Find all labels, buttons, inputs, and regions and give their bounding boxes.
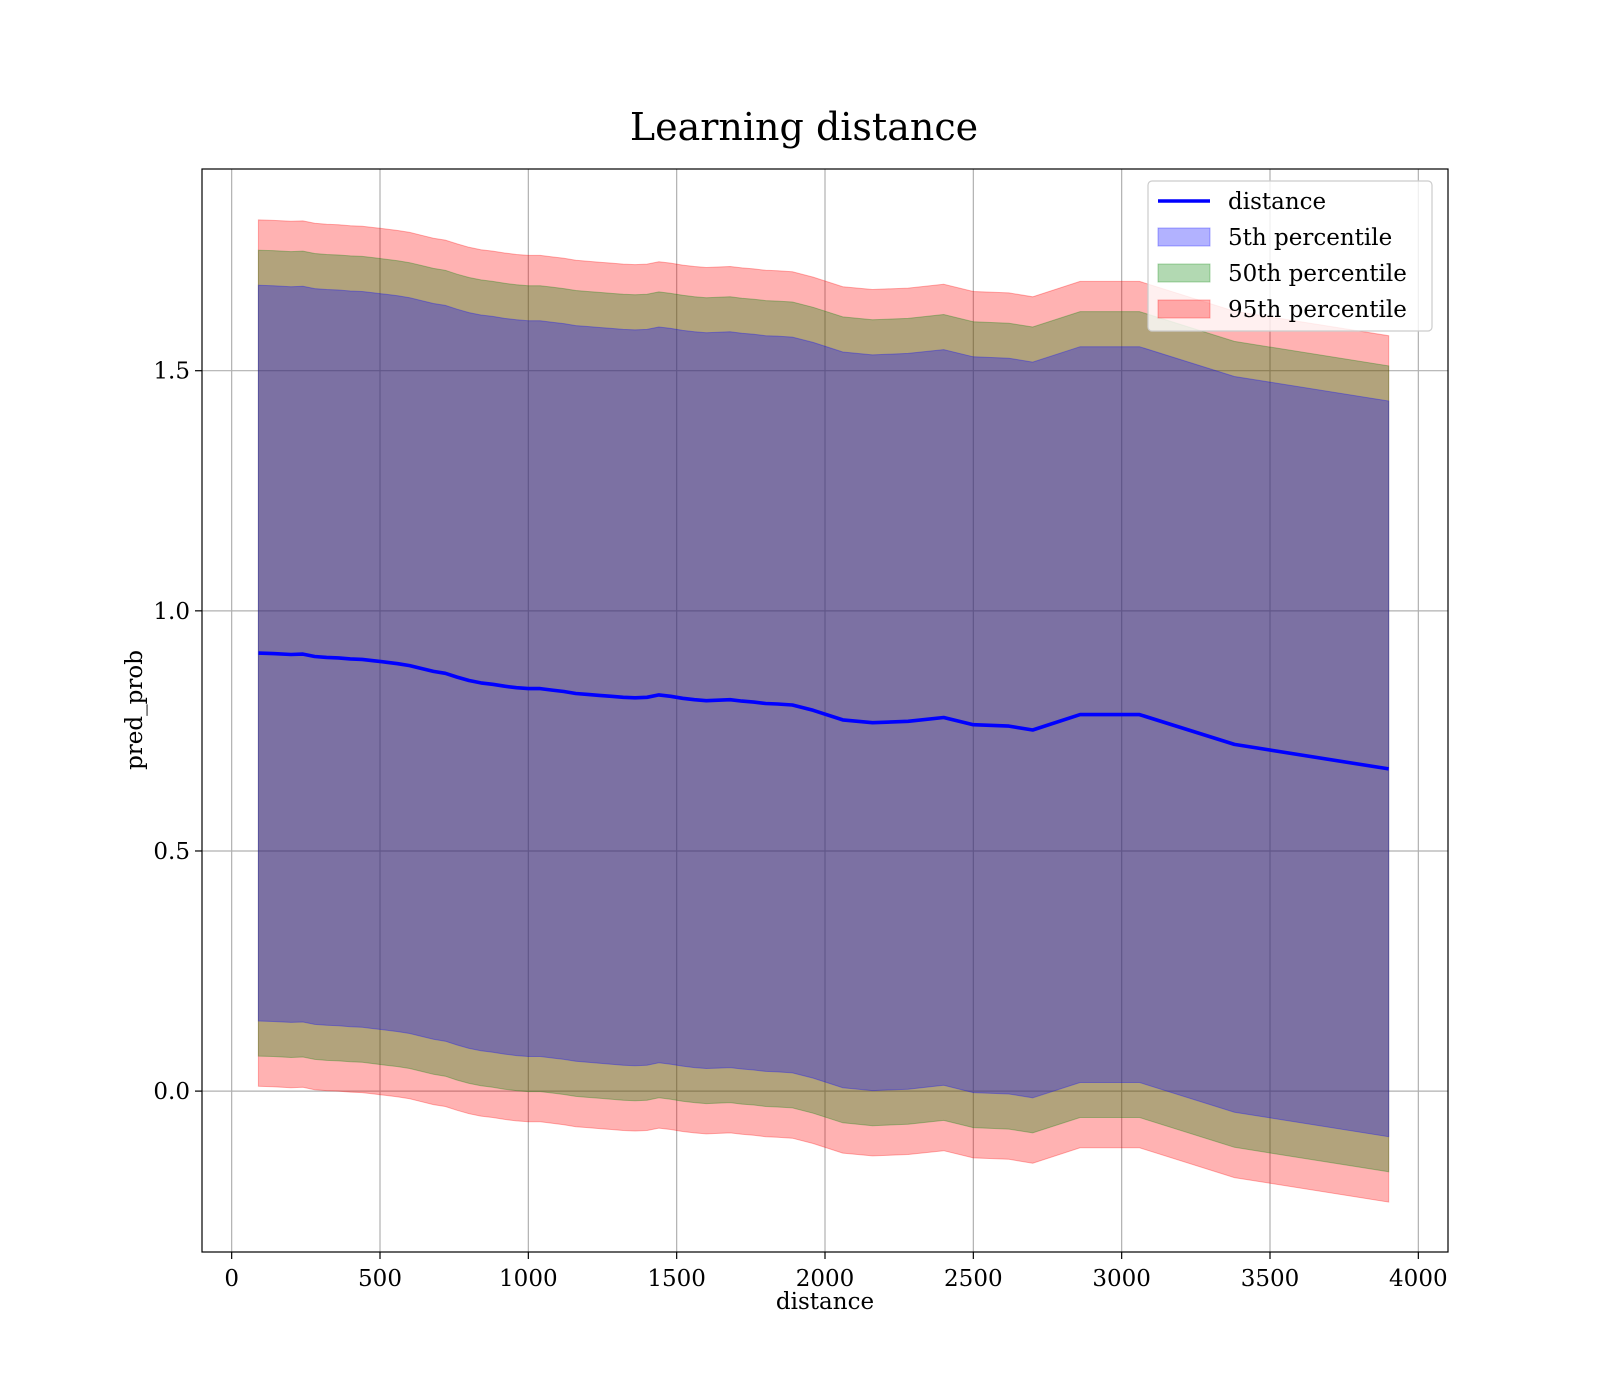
legend-box — [1147, 180, 1433, 332]
y-tick-label: 0.0 — [153, 1079, 190, 1105]
y-tick-label: 1.5 — [153, 359, 190, 385]
grid — [202, 169, 1448, 1252]
legend-label-distance: distance — [1228, 189, 1326, 215]
x-tick-label: 2500 — [944, 1266, 1003, 1292]
x-axis-label: distance — [776, 1289, 874, 1315]
legend-label-50th-percentile: 50th percentile — [1228, 261, 1407, 287]
x-tick-label: 4000 — [1389, 1266, 1448, 1292]
x-tick-label: 1500 — [647, 1266, 706, 1292]
y-axis-label: pred_prob — [122, 650, 148, 770]
x-tick-label: 500 — [358, 1266, 402, 1292]
legend-label-5th-percentile: 5th percentile — [1228, 225, 1392, 251]
x-axis-ticks: 0 500 1000 1500 2000 2500 3000 3500 4000 — [224, 1252, 1448, 1292]
band-5th-percentile — [257, 284, 1390, 1138]
line-distance — [258, 651, 1389, 771]
chart-title: Learning distance — [630, 105, 978, 149]
y-axis-ticks: 0.0 0.5 1.0 1.5 — [153, 359, 202, 1105]
band-95th-percentile — [257, 219, 1390, 1203]
x-tick-label: 1000 — [499, 1266, 558, 1292]
band-50th-percentile — [257, 249, 1390, 1173]
percentile-bands — [257, 219, 1390, 1203]
y-tick-label: 0.5 — [153, 839, 190, 865]
legend: distance 5th percentile 50th percentile 95t… — [1147, 180, 1433, 332]
legend-label-95th-percentile: 95th percentile — [1228, 297, 1407, 323]
legend-swatch-95th-percentile — [1157, 299, 1211, 319]
legend-swatch-5th-percentile — [1157, 227, 1211, 247]
x-tick-label: 2000 — [796, 1266, 855, 1292]
x-tick-label: 3000 — [1092, 1266, 1151, 1292]
x-tick-label: 3500 — [1241, 1266, 1300, 1292]
legend-swatch-50th-percentile — [1157, 263, 1211, 283]
x-tick-label: 0 — [224, 1266, 239, 1292]
series-lines — [258, 651, 1389, 771]
y-tick-label: 1.0 — [153, 599, 190, 625]
